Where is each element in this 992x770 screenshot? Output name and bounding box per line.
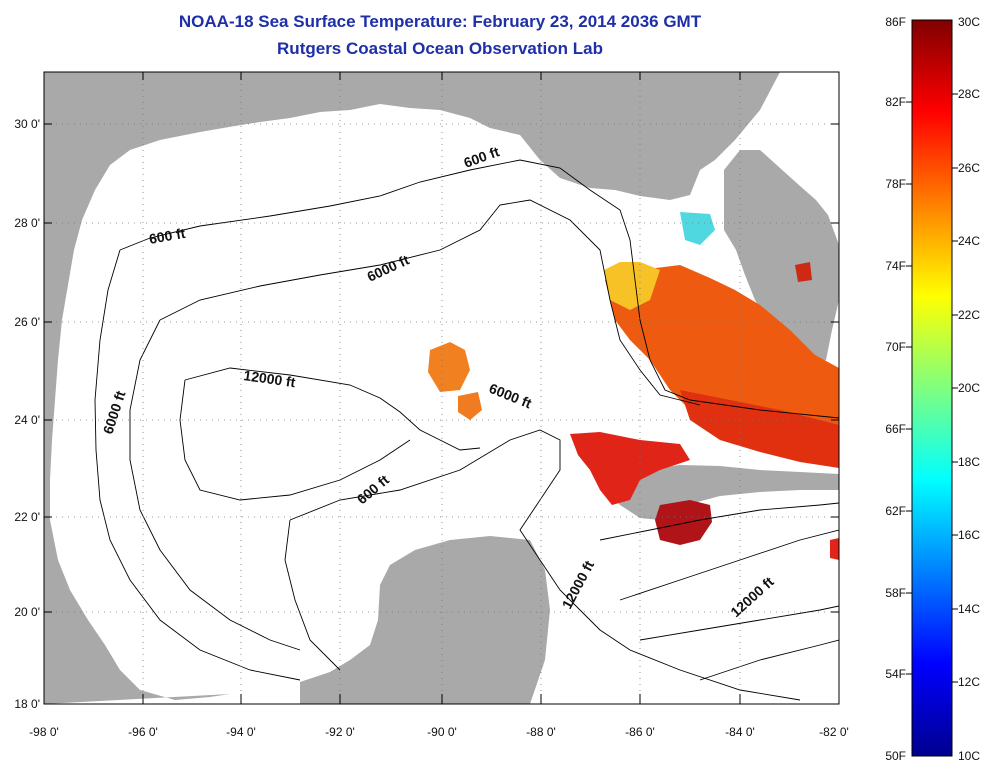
colorbar-f-label: 50F bbox=[885, 749, 906, 763]
lat-label: 26 0' bbox=[14, 315, 40, 329]
colorbar-ticks bbox=[906, 93, 958, 683]
lon-label: -90 0' bbox=[427, 725, 457, 739]
colorbar-c-label: 30C bbox=[958, 15, 980, 29]
lon-label: -82 0' bbox=[819, 725, 849, 739]
colorbar-c-label: 28C bbox=[958, 87, 980, 101]
colorbar-f-label: 70F bbox=[885, 340, 906, 354]
latitude-labels: 30 0' 28 0' 26 0' 24 0' 22 0' 20 0' 18 0… bbox=[14, 117, 40, 711]
colorbar-f-label: 54F bbox=[885, 667, 906, 681]
lat-label: 30 0' bbox=[14, 117, 40, 131]
lon-label: -96 0' bbox=[128, 725, 158, 739]
longitude-labels: -98 0' -96 0' -94 0' -92 0' -90 0' -88 0… bbox=[29, 725, 849, 739]
map-subtitle: Rutgers Coastal Ocean Observation Lab bbox=[277, 39, 603, 58]
lon-label: -84 0' bbox=[725, 725, 755, 739]
lon-label: -94 0' bbox=[226, 725, 256, 739]
sst-patch-cool bbox=[680, 212, 715, 245]
colorbar-c-label: 16C bbox=[958, 528, 980, 542]
yucatan-land bbox=[300, 536, 550, 704]
lat-label: 18 0' bbox=[14, 697, 40, 711]
map-title: NOAA-18 Sea Surface Temperature: Februar… bbox=[178, 12, 702, 31]
sst-patch-yucatan-channel bbox=[570, 432, 690, 505]
sst-patch-keys bbox=[680, 390, 839, 468]
colorbar-f-label: 86F bbox=[885, 15, 906, 29]
colorbar bbox=[911, 19, 953, 757]
bathymetry-contours bbox=[94, 159, 839, 701]
sst-patch-yellow bbox=[604, 262, 660, 310]
axis-ticks bbox=[43, 72, 840, 704]
colorbar-c-label: 22C bbox=[958, 308, 980, 322]
colorbar-f-label: 74F bbox=[885, 259, 906, 273]
lon-label: -92 0' bbox=[325, 725, 355, 739]
colorbar-c-label: 14C bbox=[958, 602, 980, 616]
sst-patch-caribbean bbox=[655, 500, 712, 545]
colorbar-c-label: 12C bbox=[958, 675, 980, 689]
sst-patch-loop bbox=[458, 392, 482, 420]
sst-patch-small-east bbox=[830, 538, 839, 560]
lat-label: 24 0' bbox=[14, 413, 40, 427]
colorbar-f-label: 82F bbox=[885, 95, 906, 109]
sst-patch-central bbox=[428, 342, 470, 392]
colorbar-c-label: 18C bbox=[958, 455, 980, 469]
colorbar-f-labels: 86F 82F 78F 74F 70F 66F 62F 58F 54F 50F bbox=[885, 15, 906, 763]
lon-label: -98 0' bbox=[29, 725, 59, 739]
contour-label: 12000 ft bbox=[243, 367, 297, 390]
lat-label: 28 0' bbox=[14, 216, 40, 230]
graticule bbox=[44, 72, 839, 704]
us-gulf-coast-land bbox=[44, 72, 839, 704]
sst-patch-florida-shelf bbox=[605, 265, 839, 455]
contour-label: 600 ft bbox=[148, 225, 187, 247]
lat-label: 22 0' bbox=[14, 510, 40, 524]
sst-patch-lake bbox=[795, 262, 812, 282]
colorbar-c-label: 26C bbox=[958, 161, 980, 175]
colorbar-f-label: 58F bbox=[885, 586, 906, 600]
colorbar-c-labels: 30C 28C 26C 24C 22C 20C 18C 16C 14C 12C … bbox=[958, 15, 980, 763]
colorbar-c-label: 10C bbox=[958, 749, 980, 763]
lon-label: -88 0' bbox=[526, 725, 556, 739]
lat-label: 20 0' bbox=[14, 605, 40, 619]
colorbar-f-label: 78F bbox=[885, 177, 906, 191]
colorbar-f-label: 62F bbox=[885, 504, 906, 518]
colorbar-f-label: 66F bbox=[885, 422, 906, 436]
lon-label: -86 0' bbox=[625, 725, 655, 739]
colorbar-c-label: 20C bbox=[958, 381, 980, 395]
colorbar-c-label: 24C bbox=[958, 234, 980, 248]
